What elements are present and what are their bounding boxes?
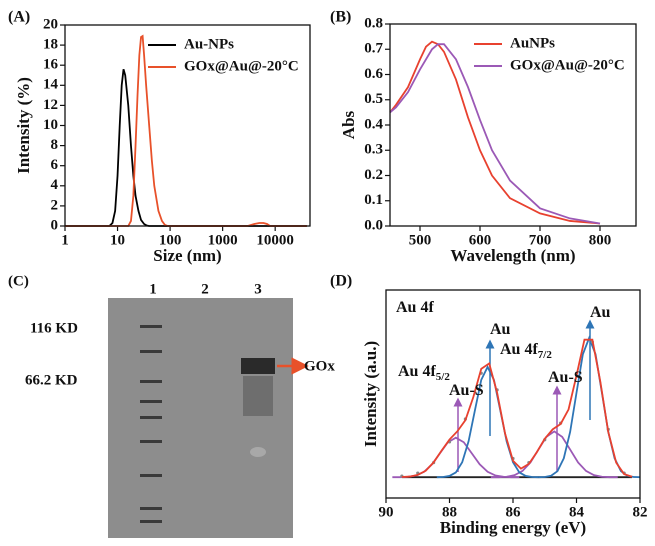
x-tick-label: 100 [159, 232, 182, 248]
y-tick-label: 0.7 [364, 41, 383, 57]
series-line [389, 43, 601, 225]
marker-label: 116 KD [30, 320, 78, 336]
x-tick-label: 90 [379, 504, 394, 520]
x-tick-label: 500 [409, 232, 432, 248]
y-tick-label: 12 [43, 97, 58, 113]
gel-panel: (C) GOx 1 2 3 116 KD 66.2 KD [8, 273, 335, 538]
annotation: Au-S [548, 369, 583, 386]
y-tick-label: 4 [51, 177, 59, 193]
y-tick-label: 20 [43, 16, 58, 32]
y-tick-label: 18 [43, 37, 58, 53]
lane-label: 1 [149, 281, 157, 297]
y-tick-label: 0.1 [364, 192, 383, 208]
x-tick-label: 800 [589, 232, 612, 248]
gox-band [241, 358, 275, 374]
panel-label: (C) [8, 273, 29, 289]
y-tick-label: 2 [51, 197, 59, 213]
series-line [490, 430, 618, 479]
series-line [389, 40, 601, 225]
legend-label: GOx@Au@-20°C [184, 58, 299, 74]
x-tick-label: 1000 [208, 232, 238, 248]
plot-area [392, 335, 641, 479]
y-axis-title: Abs [339, 110, 358, 139]
y-tick-label: 0.4 [364, 116, 383, 132]
marker-label: 66.2 KD [25, 372, 78, 388]
series-line [401, 338, 633, 478]
y-tick-label: 6 [51, 157, 59, 173]
series-line [65, 34, 307, 227]
y-tick-label: 0.0 [364, 217, 383, 233]
annotation-subscript: 5/2 [436, 371, 451, 383]
y-tick-label: 0.8 [364, 15, 383, 31]
legend-label: AuNPs [510, 35, 555, 51]
annotation-text: Au 4f [396, 299, 434, 316]
annotation: Au [590, 304, 611, 321]
x-tick-label: 86 [506, 504, 522, 520]
annotation-text: Au 4f [500, 341, 538, 358]
spot [250, 447, 266, 457]
x-tick-label: 10 [110, 232, 125, 248]
annotation: Au-S [449, 382, 484, 399]
x-tick-label: 82 [633, 504, 648, 520]
y-tick-label: 0.5 [364, 91, 383, 107]
x-tick-label: 84 [569, 504, 585, 520]
plot-frame [385, 289, 641, 499]
lane-label: 3 [254, 281, 262, 297]
y-axis-title: Intensity (%) [14, 77, 33, 174]
annotation: Au 4f [396, 299, 434, 316]
annotation-text: Au 4f [398, 363, 436, 380]
x-tick-label: 88 [442, 504, 457, 520]
annotation-text: Au-S [548, 369, 583, 386]
x-axis-title: Binding energy (eV) [440, 518, 586, 537]
lane-label: 2 [201, 281, 209, 297]
x-tick-label: 700 [529, 232, 552, 248]
legend-label: Au-NPs [184, 36, 234, 52]
annotation: Au 4f7/2 [500, 341, 552, 361]
annotation-text: Au-S [449, 382, 484, 399]
panel-label: (B) [330, 9, 351, 26]
x-axis-title: Wavelength (nm) [450, 246, 575, 265]
annotation-text: Au [590, 304, 611, 321]
series-line [65, 68, 307, 227]
y-tick-label: 16 [43, 57, 59, 73]
y-tick-label: 8 [51, 137, 59, 153]
plot-area [389, 40, 601, 225]
plot-frame [64, 24, 311, 227]
panel-label: (D) [330, 273, 352, 290]
band-label: GOx [304, 358, 335, 374]
gel-image [108, 298, 293, 538]
ladder-bands [140, 325, 162, 523]
annotation-text: Au [490, 321, 511, 338]
y-tick-label: 0 [51, 217, 59, 233]
annotation: Au 4f5/2 [398, 363, 450, 383]
plot-area [65, 34, 307, 227]
y-axis-title: Intensity (a.u.) [361, 341, 380, 447]
y-tick-label: 14 [43, 77, 59, 93]
y-tick-label: 0.2 [364, 167, 383, 183]
plot-frame [389, 23, 637, 227]
series-line [436, 364, 539, 479]
x-tick-label: 10000 [256, 232, 294, 248]
legend-label: GOx@Au@-20°C [510, 57, 625, 73]
smear [243, 376, 273, 416]
x-tick-label: 1 [61, 232, 69, 248]
panel-label: (A) [8, 9, 30, 26]
annotation-subscript: 7/2 [538, 349, 553, 361]
y-tick-label: 0.3 [364, 142, 383, 158]
x-axis-title: Size (nm) [153, 246, 221, 265]
series-line [538, 335, 641, 479]
y-tick-label: 0.6 [364, 66, 383, 82]
annotation: Au [490, 321, 511, 338]
y-tick-label: 10 [43, 117, 58, 133]
x-tick-label: 600 [469, 232, 492, 248]
